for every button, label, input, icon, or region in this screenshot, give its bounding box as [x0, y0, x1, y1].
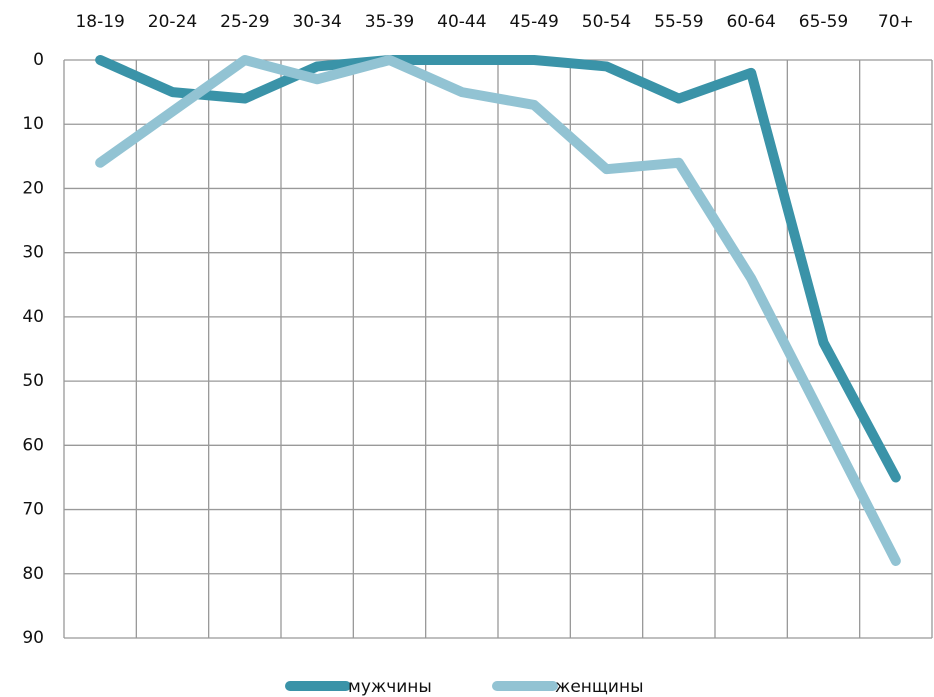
- y-tick-label: 40: [22, 307, 44, 327]
- y-tick-label: 50: [22, 371, 44, 391]
- x-tick-label: 30-34: [292, 12, 341, 32]
- x-tick-label: 65-59: [799, 12, 848, 32]
- y-tick-label: 0: [33, 50, 44, 70]
- x-tick-label: 70+: [878, 12, 914, 32]
- data-line: [95, 55, 901, 566]
- y-tick-label: 10: [22, 114, 44, 134]
- legend-label: женщины: [555, 677, 644, 697]
- y-tick-label: 90: [22, 628, 44, 648]
- x-tick-label: 45-49: [509, 12, 558, 32]
- y-tick-label: 30: [22, 243, 44, 263]
- x-tick-label: 55-59: [654, 12, 703, 32]
- data-line: [95, 55, 901, 483]
- x-tick-label: 60-64: [726, 12, 775, 32]
- x-tick-label: 40-44: [437, 12, 486, 32]
- y-tick-label: 80: [22, 564, 44, 584]
- x-tick-label: 35-39: [365, 12, 414, 32]
- y-tick-label: 20: [22, 178, 44, 198]
- x-tick-label: 18-19: [75, 12, 124, 32]
- legend-label: мужчины: [348, 677, 432, 697]
- x-tick-label: 25-29: [220, 12, 269, 32]
- y-tick-label: 70: [22, 500, 44, 520]
- y-tick-label: 60: [22, 435, 44, 455]
- x-tick-label: 20-24: [148, 12, 197, 32]
- x-tick-label: 50-54: [582, 12, 631, 32]
